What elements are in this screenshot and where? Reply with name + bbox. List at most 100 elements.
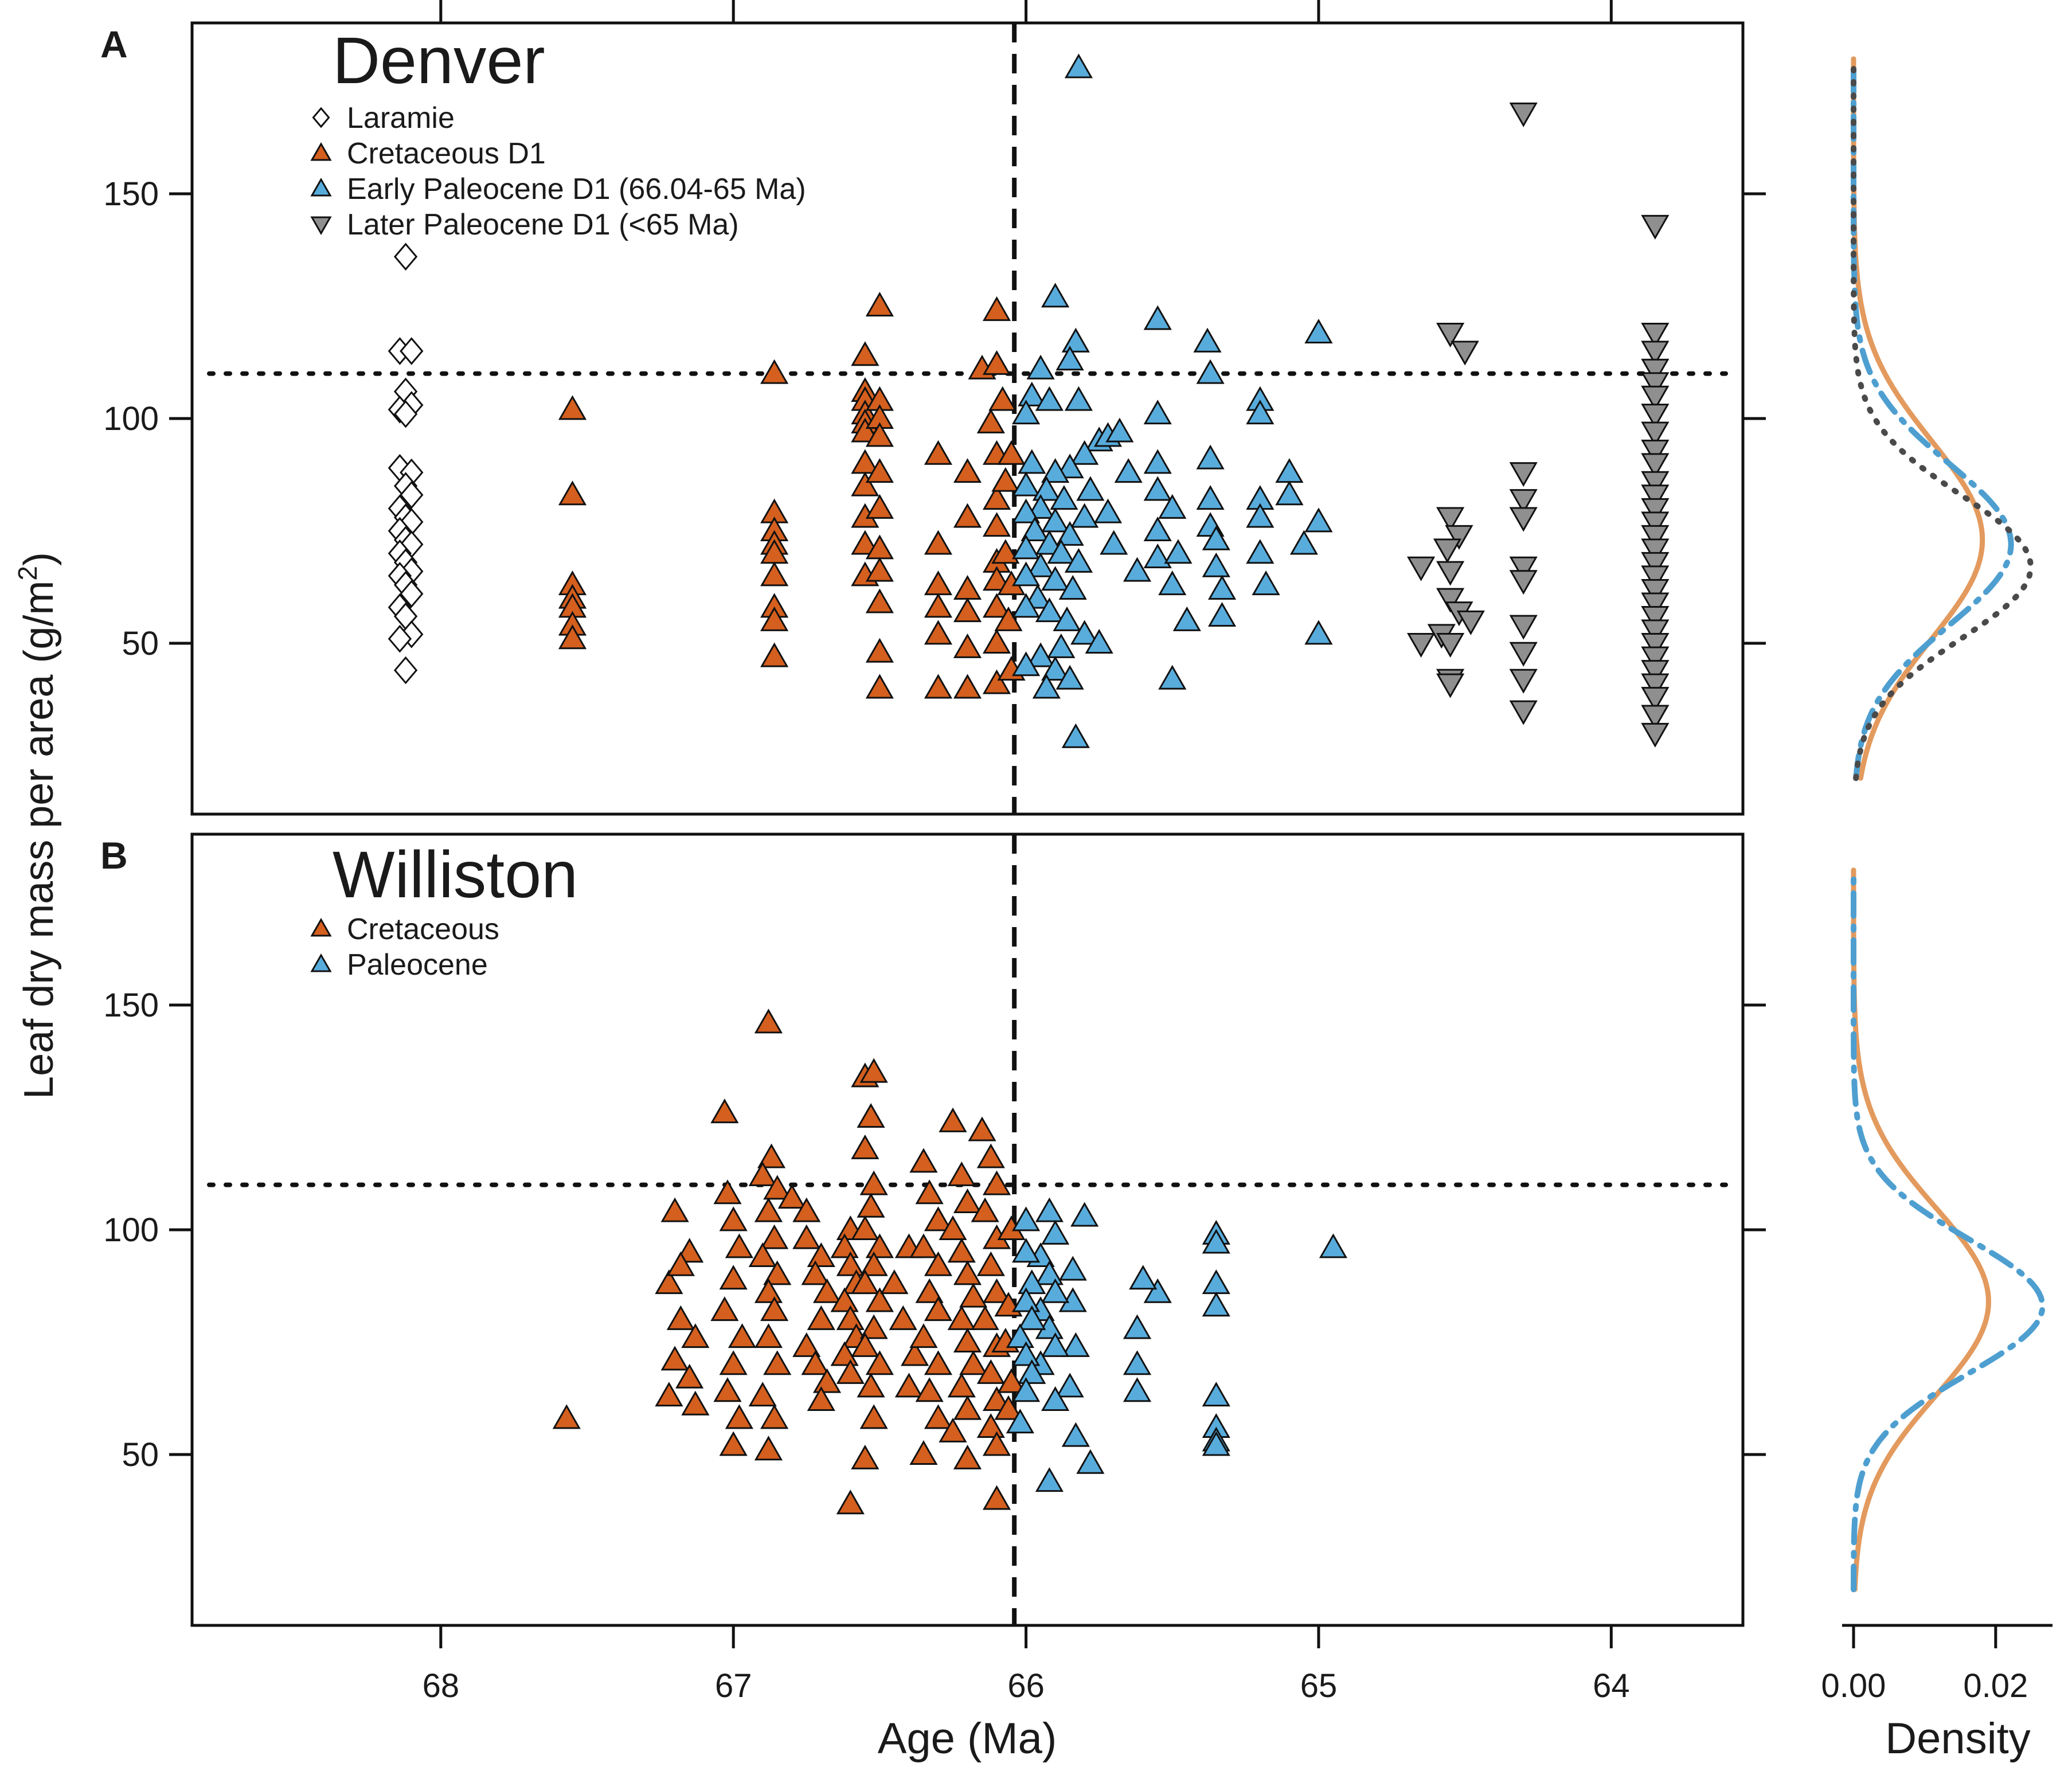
data-point (836, 1359, 865, 1384)
data-point (1011, 1287, 1041, 1312)
data-point (1064, 548, 1093, 573)
data-point (1011, 1377, 1041, 1402)
data-point (982, 1278, 1011, 1303)
data-point (1193, 327, 1222, 353)
data-point (982, 629, 1011, 654)
data-point (1011, 471, 1041, 496)
data-point (1041, 1332, 1070, 1357)
data-point (1304, 318, 1333, 344)
data-point (763, 1175, 792, 1200)
data-point (754, 1278, 783, 1303)
x-tick-label: 66 (1007, 1667, 1045, 1704)
data-point (1011, 593, 1041, 618)
data-point (1304, 507, 1333, 533)
data-point (947, 1161, 976, 1186)
data-point (865, 674, 894, 699)
data-point (1070, 620, 1099, 645)
data-point (713, 1377, 742, 1402)
data-point (1433, 538, 1462, 564)
data-point (1436, 507, 1465, 532)
data-point (1509, 462, 1538, 487)
data-point (1641, 705, 1670, 730)
data-point (1129, 1265, 1158, 1290)
data-point (1207, 574, 1237, 600)
data-point (982, 669, 1011, 694)
data-point (924, 1350, 953, 1375)
data-point (1123, 1377, 1152, 1402)
data-point (807, 1305, 835, 1330)
data-point (660, 1197, 689, 1222)
data-point (982, 350, 1011, 375)
data-point (1061, 723, 1090, 748)
data-point (1143, 305, 1172, 330)
data-point (754, 1323, 783, 1348)
data-point (976, 1143, 1005, 1168)
data-point (909, 1233, 938, 1258)
data-point (859, 1058, 888, 1083)
data-point (1011, 534, 1041, 560)
data-point (757, 1143, 786, 1168)
data-point (1456, 610, 1485, 635)
y-tick-label: 50 (122, 1436, 159, 1473)
data-point (924, 570, 953, 596)
data-point (953, 503, 982, 528)
data-point (1061, 327, 1090, 353)
data-point (1026, 354, 1055, 380)
data-point (1006, 1409, 1034, 1434)
density-axis-label: Density (1885, 1714, 2030, 1763)
data-point (1509, 489, 1538, 514)
legend-label: Laramie (347, 101, 455, 135)
data-point (1158, 494, 1187, 519)
data-point (1641, 484, 1670, 510)
data-point (1509, 556, 1538, 581)
data-point (1451, 341, 1479, 366)
data-point (889, 1305, 917, 1330)
data-point (953, 574, 982, 600)
data-point (997, 1368, 1026, 1393)
data-point (760, 359, 789, 384)
data-point (719, 1265, 748, 1290)
data-point (982, 566, 1011, 591)
x-tick-label: 65 (1300, 1667, 1338, 1704)
data-point (725, 1404, 753, 1429)
data-point (1641, 619, 1670, 644)
data-point (1093, 498, 1123, 523)
data-point (1041, 656, 1070, 681)
data-point (953, 458, 982, 483)
data-point (1143, 400, 1172, 425)
data-point (982, 1170, 1011, 1195)
data-point (1436, 561, 1465, 586)
data-point (865, 588, 894, 613)
data-point (760, 642, 789, 667)
data-point (1641, 538, 1670, 564)
data-point (1032, 476, 1061, 501)
data-point (836, 1305, 865, 1330)
data-point (666, 1251, 695, 1276)
data-point (851, 1134, 879, 1159)
data-point (959, 1350, 988, 1375)
data-point (1050, 485, 1078, 510)
data-point (400, 337, 424, 365)
data-point (777, 1184, 806, 1209)
data-point (1202, 1292, 1230, 1317)
panel-b-title: Williston (333, 838, 578, 912)
data-point (971, 1197, 999, 1222)
data-point (719, 1206, 748, 1232)
data-point (393, 243, 418, 271)
data-point (1196, 444, 1225, 470)
data-point (1114, 458, 1143, 483)
data-point (1143, 516, 1172, 542)
data-point (801, 1350, 830, 1375)
data-point (552, 1404, 581, 1429)
y-tick-label: 150 (103, 175, 159, 213)
data-point (754, 1436, 783, 1461)
density-x-tick-label: 0.02 (1963, 1667, 2028, 1704)
data-point (1041, 458, 1070, 483)
data-point (915, 1278, 944, 1303)
data-point (393, 400, 418, 428)
data-point (1100, 530, 1128, 555)
data-point (1011, 651, 1041, 677)
data-point (1436, 673, 1465, 698)
data-point (865, 422, 894, 447)
